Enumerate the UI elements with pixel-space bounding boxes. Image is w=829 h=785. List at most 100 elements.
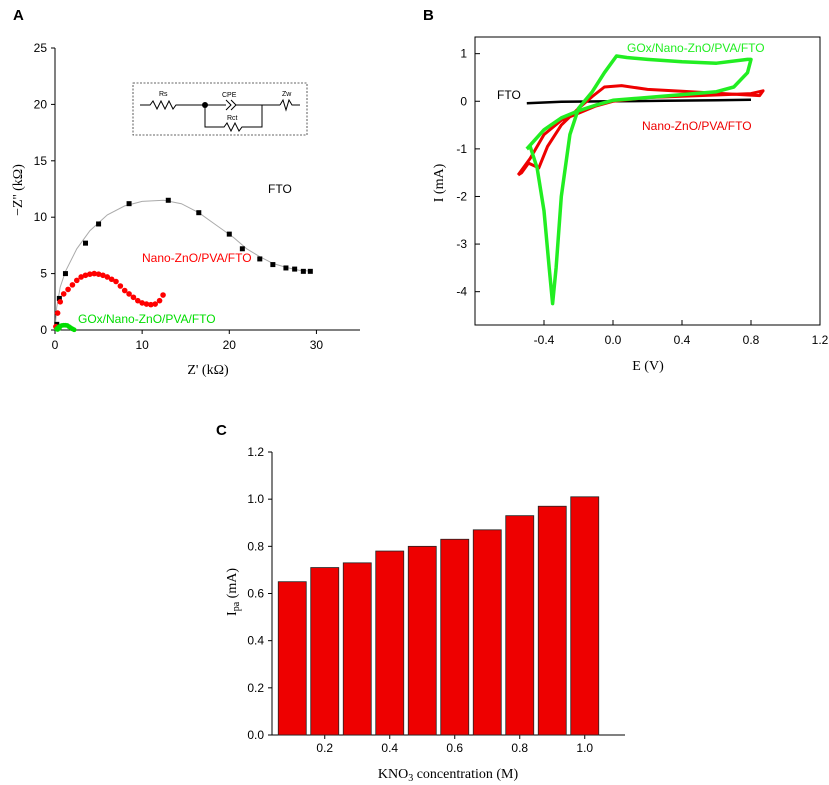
a-point-fto [126, 201, 132, 207]
a-point-nano [87, 271, 93, 277]
a-point-nano [134, 297, 141, 304]
b-label-gox: GOx/Nano-ZnO/PVA/FTO [627, 41, 765, 55]
a-point-nano [95, 271, 102, 277]
panel-letter-a: A [13, 7, 24, 24]
c-x-tick-label: 1.0 [576, 741, 593, 755]
a-data-points [53, 197, 313, 333]
a-point-fto [292, 266, 298, 272]
c-bar [342, 562, 372, 736]
c-x-tick-label: 0.2 [316, 741, 333, 755]
a-y-axis-title: −Z'' (kΩ) [11, 164, 26, 216]
c-y-tick-label: 1.2 [247, 445, 264, 459]
a-point-nano [100, 272, 106, 279]
a-point-nano [139, 300, 145, 306]
a-point-nano [57, 299, 64, 305]
b-x-tick-label: 0.0 [605, 333, 622, 347]
a-point-fto [300, 268, 306, 274]
a-inset-rct: Rct [227, 115, 238, 122]
b-y-tick-label: 0 [460, 94, 467, 108]
c-y-axis-title: Ipa (mA) [225, 568, 242, 616]
c-bar [375, 550, 405, 736]
c-y-tick-label: 0.0 [247, 728, 264, 742]
a-point-fto [307, 268, 313, 274]
a-point-nano [126, 291, 132, 297]
a-y-tick-label: 15 [34, 154, 48, 168]
a-point-fto [283, 265, 289, 271]
panel-b-cv-plot: -0.4 0.0 0.4 0.8 1.2 -4 -3 -2 -1 0 1 FTO Nano-ZnO/… [432, 36, 829, 374]
a-inset-circuit: Rs CPE Zw Rct [132, 82, 308, 136]
c-bar [505, 515, 535, 736]
b-y-tick-label: -1 [456, 142, 467, 156]
a-inset-rs: Rs [159, 91, 168, 98]
b-label-fto: FTO [497, 88, 521, 102]
c-x-tick-label: 0.6 [446, 741, 463, 755]
a-y-tick-label: 20 [34, 97, 48, 111]
a-point-nano [60, 291, 67, 297]
c-y-tick-label: 0.4 [247, 634, 264, 648]
a-point-nano [156, 297, 163, 304]
a-ticks: 0 10 20 30 0 5 10 15 20 25 [34, 41, 324, 352]
a-point-nano [121, 287, 128, 294]
c-bar [472, 529, 502, 736]
b-x-tick-label: 0.8 [743, 333, 760, 347]
panel-letter-c: C [216, 422, 227, 439]
a-point-fto [165, 197, 171, 203]
a-point-gox [71, 327, 77, 333]
b-y-tick-label: -3 [456, 237, 467, 251]
b-curves [516, 54, 765, 306]
a-point-nano [91, 270, 98, 277]
c-y-tick-label: 0.2 [247, 681, 264, 695]
b-y-tick-label: -2 [456, 189, 467, 203]
a-point-fto [226, 231, 232, 237]
c-bar [570, 496, 600, 736]
b-curve-fto [526, 98, 752, 105]
a-point-nano [143, 301, 150, 307]
b-x-tick-label: 1.2 [812, 333, 829, 347]
a-x-tick-label: 0 [52, 338, 59, 352]
a-y-tick-label: 25 [34, 41, 48, 55]
panel-a-nyquist-plot: 0 10 20 30 0 5 10 15 20 25 FTO Nano-ZnO/PVA/FTO G… [11, 41, 360, 378]
b-x-axis-title: E (V) [632, 359, 664, 374]
a-point-nano [54, 310, 61, 316]
a-point-nano [160, 292, 166, 298]
a-point-nano [152, 301, 159, 307]
a-point-fto [239, 246, 245, 252]
a-y-tick-label: 10 [34, 210, 48, 224]
a-label-nano: Nano-ZnO/PVA/FTO [142, 251, 252, 265]
a-point-nano [73, 277, 80, 284]
a-point-fto [83, 240, 88, 246]
panel-c-bar-chart: 0.0 0.2 0.4 0.6 0.8 1.0 1.2 0.2 0.4 0.6 0.8 1.0 Ipa… [225, 445, 625, 784]
a-point-nano [104, 274, 111, 280]
c-bar [537, 505, 567, 736]
a-point-fto [257, 256, 263, 262]
a-point-nano [130, 294, 137, 301]
a-x-tick-label: 30 [310, 338, 324, 352]
a-point-nano [108, 276, 115, 283]
b-x-tick-label: 0.4 [674, 333, 691, 347]
c-x-tick-label: 0.8 [511, 741, 528, 755]
b-x-tick-label: -0.4 [534, 333, 555, 347]
a-label-gox: GOx/Nano-ZnO/PVA/FTO [78, 312, 216, 326]
c-bars [277, 496, 600, 736]
b-label-nano: Nano-ZnO/PVA/FTO [642, 119, 752, 133]
a-point-nano [148, 301, 154, 308]
c-y-tick-label: 0.8 [247, 539, 264, 553]
c-x-axis-title: KNO3 concentration (M) [378, 767, 519, 784]
a-inset-zw: Zw [282, 91, 292, 98]
c-bar [440, 538, 470, 736]
a-point-fto [96, 221, 102, 227]
b-y-tick-label: -4 [456, 285, 467, 299]
c-y-tick-label: 1.0 [247, 492, 264, 506]
b-frame [474, 36, 821, 326]
a-point-gox [56, 325, 62, 331]
a-y-tick-label: 0 [40, 323, 47, 337]
a-point-nano [69, 282, 76, 288]
b-y-tick-label: 1 [460, 47, 467, 61]
a-point-nano [117, 283, 124, 289]
a-point-fto [270, 262, 276, 268]
a-point-fto [56, 295, 62, 301]
c-bar [407, 545, 437, 736]
b-y-axis-title: I (mA) [432, 163, 447, 202]
a-point-nano [78, 274, 84, 280]
